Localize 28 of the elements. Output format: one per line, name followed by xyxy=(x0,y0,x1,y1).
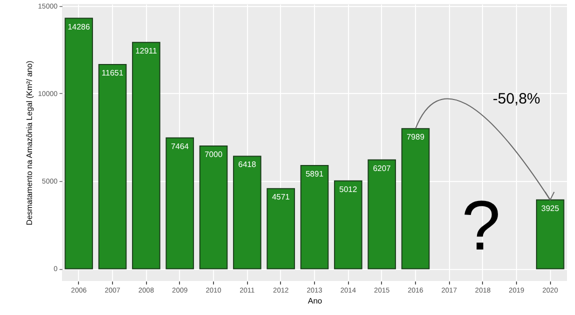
bar xyxy=(401,128,430,270)
bar xyxy=(166,137,194,270)
bar xyxy=(266,188,295,270)
bar xyxy=(98,64,127,270)
data-label: 7989 xyxy=(406,132,425,142)
data-label: 4571 xyxy=(272,192,290,202)
y-axis-title: Desmatamento na Amazônia Legal (Km²/ ano) xyxy=(25,60,34,226)
annotation: -50,8% xyxy=(492,90,540,108)
bar xyxy=(233,156,262,270)
data-label: 12911 xyxy=(135,46,158,56)
data-label: 6418 xyxy=(238,160,257,170)
bar xyxy=(536,199,564,270)
data-label: 5891 xyxy=(306,169,324,178)
bar xyxy=(334,180,362,270)
bar xyxy=(368,159,396,270)
data-label: 7464 xyxy=(170,142,190,151)
data-label: 7000 xyxy=(204,150,223,160)
data-label: 6207 xyxy=(372,164,392,173)
bar xyxy=(199,146,228,270)
data-label: 14286 xyxy=(68,22,91,32)
bar xyxy=(132,42,160,270)
annotation: ? xyxy=(462,186,501,264)
data-label: 11651 xyxy=(102,68,124,78)
data-label: 3925 xyxy=(541,204,560,213)
x-axis-title: Ano xyxy=(308,296,323,306)
data-label: 5012 xyxy=(339,184,358,194)
bar xyxy=(64,18,93,270)
bar xyxy=(300,164,329,270)
